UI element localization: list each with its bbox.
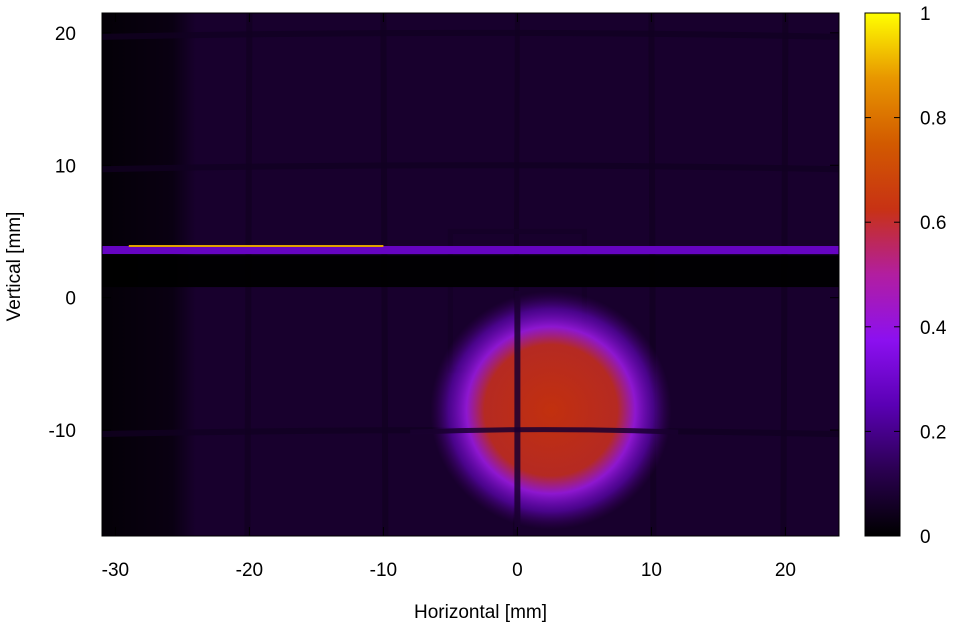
heatmap-area (102, 13, 839, 536)
y-tick-label: 20 (55, 24, 76, 45)
grid-shadow-horizontal (102, 162, 839, 173)
x-tick-label: -20 (236, 560, 263, 581)
y-tick-label: -10 (49, 421, 76, 442)
y-tick-label: 0 (65, 289, 76, 310)
colorbar-tick-label: 0.4 (920, 318, 947, 339)
x-axis-ticks: -30 -20 -10 0 10 20 (102, 13, 796, 581)
x-tick-label: -30 (102, 560, 129, 581)
beam-spot (430, 291, 672, 530)
y-axis-ticks: -10 0 10 20 (49, 24, 839, 442)
spot-grid-shadow-horizontal (410, 427, 679, 435)
slit-stripe (102, 246, 839, 255)
y-tick-label: 10 (55, 156, 76, 177)
y-axis-label: Vertical [mm] (4, 212, 25, 322)
colorbar-tick-label: 0.6 (920, 213, 946, 234)
dark-band (102, 255, 839, 288)
grid-shadow-horizontal (102, 29, 839, 40)
x-axis-label: Horizontal [mm] (414, 602, 547, 623)
colorbar-ticks: 0 0.2 0.4 0.6 0.8 1 (865, 4, 947, 548)
x-tick-label: -10 (370, 560, 397, 581)
beam-spot-shadows (410, 291, 679, 530)
colorbar-tick-label: 0.8 (920, 109, 946, 130)
colorbar (864, 12, 901, 537)
plot-border (101, 12, 840, 537)
colorbar-tick-label: 0 (920, 527, 931, 548)
colorbar-tick-label: 0.2 (920, 422, 946, 443)
x-tick-label: 10 (641, 560, 662, 581)
colorbar-tick-label: 1 (920, 4, 931, 25)
x-tick-label: 20 (775, 560, 796, 581)
x-tick-label: 0 (512, 560, 523, 581)
